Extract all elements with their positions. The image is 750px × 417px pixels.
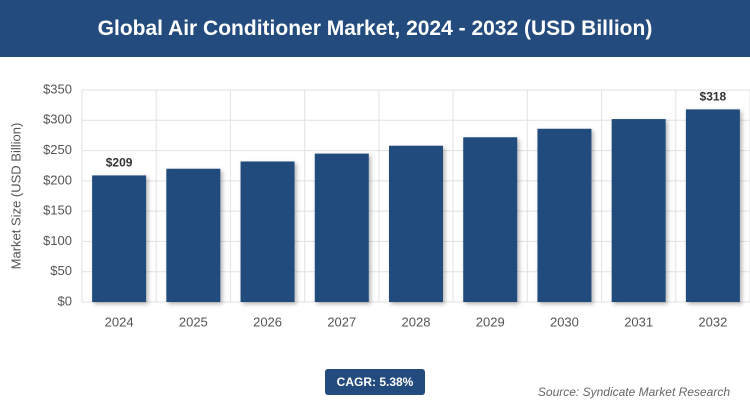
cagr-badge: CAGR: 5.38% xyxy=(325,369,425,395)
x-tick-label: 2024 xyxy=(105,314,134,329)
x-tick-label: 2029 xyxy=(476,314,505,329)
y-tick-label: $250 xyxy=(43,142,72,157)
x-tick-label: 2026 xyxy=(253,314,282,329)
bar xyxy=(314,153,369,302)
x-tick-label: 2032 xyxy=(698,314,727,329)
bar xyxy=(240,161,295,302)
x-tick-label: 2027 xyxy=(327,314,356,329)
value-label: $318 xyxy=(700,90,727,104)
y-axis-title: Market Size (USD Billion) xyxy=(8,123,23,270)
x-tick-label: 2031 xyxy=(624,314,653,329)
bar xyxy=(463,137,518,302)
y-tick-label: $50 xyxy=(50,263,72,278)
y-tick-label: $200 xyxy=(43,172,72,187)
source-note: Source: Syndicate Market Research xyxy=(537,385,730,399)
x-tick-label: 2030 xyxy=(550,314,579,329)
value-label: $209 xyxy=(106,156,133,170)
y-tick-label: $150 xyxy=(43,203,72,218)
y-tick-label: $350 xyxy=(43,81,72,96)
bar xyxy=(389,145,443,302)
y-tick-label: $0 xyxy=(58,293,72,308)
chart-title: Global Air Conditioner Market, 2024 - 20… xyxy=(0,0,750,57)
x-tick-label: 2025 xyxy=(179,314,208,329)
bar xyxy=(166,168,221,302)
bar xyxy=(537,128,592,302)
bar xyxy=(611,119,666,303)
bar xyxy=(685,109,740,302)
y-tick-label: $300 xyxy=(43,112,72,127)
y-tick-label: $100 xyxy=(43,233,72,248)
bar xyxy=(92,175,147,302)
x-tick-label: 2028 xyxy=(402,314,431,329)
